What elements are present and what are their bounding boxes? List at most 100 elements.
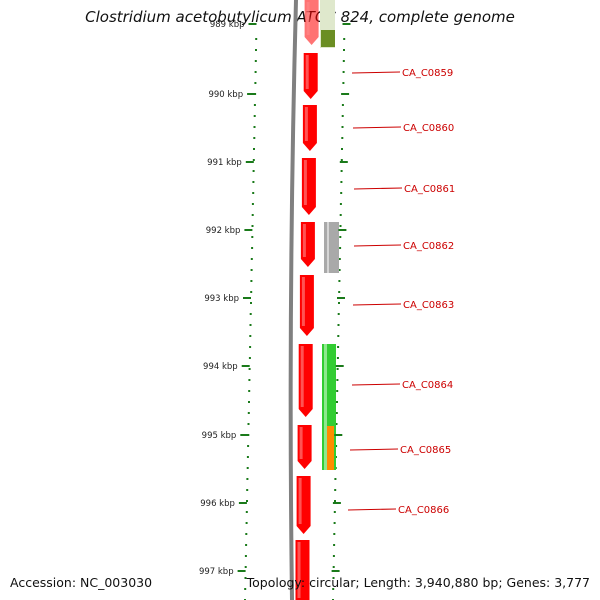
- tick-dot: [332, 566, 335, 568]
- tick-dot: [249, 324, 252, 326]
- scale-label: 989 kbp: [210, 20, 245, 30]
- gene-label: CA_C0866: [398, 505, 449, 516]
- tick-dot: [244, 588, 247, 590]
- tick-dot: [341, 137, 344, 139]
- tick-dot: [341, 104, 344, 106]
- tick-dot: [245, 544, 248, 546]
- tick-dot: [250, 269, 253, 271]
- tick-dot: [335, 412, 338, 414]
- tick-dot: [246, 456, 249, 458]
- tick-dot: [340, 170, 343, 172]
- scale-tick: [243, 297, 251, 299]
- tick-dot: [255, 38, 258, 40]
- scale-label: 996 kbp: [200, 499, 235, 509]
- tick-dot: [251, 236, 254, 238]
- tick-dot: [338, 291, 341, 293]
- tick-dot: [343, 38, 346, 40]
- tick-dot: [253, 115, 256, 117]
- tick-dot: [251, 214, 254, 216]
- tick-dot: [341, 148, 343, 150]
- tick-dot: [336, 401, 338, 403]
- tick-dot: [246, 467, 249, 469]
- tick-dot: [341, 115, 344, 117]
- scale-tick: [335, 365, 344, 367]
- tick-dot: [343, 49, 345, 51]
- tick-dot: [255, 49, 257, 51]
- tick-dot: [336, 357, 339, 359]
- tick-dot: [247, 423, 250, 425]
- gene-label: CA_C0860: [403, 123, 454, 134]
- tick-dot: [253, 137, 256, 139]
- tick-dot: [340, 181, 343, 183]
- tick-dot: [338, 269, 341, 271]
- cog-bar: [324, 222, 339, 273]
- accession-text: Accession: NC_003030: [10, 575, 153, 590]
- scale-label: 991 kbp: [207, 158, 242, 168]
- scale-label: 994 kbp: [203, 362, 238, 372]
- scale-tick: [244, 229, 253, 231]
- tick-dot: [251, 247, 254, 249]
- tick-dots-right: [332, 38, 346, 600]
- tick-dot: [337, 335, 340, 337]
- tick-dot: [335, 445, 338, 447]
- tick-dot: [248, 357, 251, 359]
- gene-label: CA_C0861: [404, 184, 455, 195]
- gene-highlight: [298, 478, 302, 524]
- gene-highlight: [299, 427, 303, 459]
- gene-label: CA_C0863: [403, 300, 454, 311]
- scale-tick: [331, 570, 340, 572]
- tick-dot: [248, 390, 251, 392]
- label-leader: [352, 126, 402, 129]
- tick-dot: [244, 555, 247, 557]
- gene-track: [295, 0, 319, 600]
- tick-dot: [246, 478, 249, 480]
- gene-label: CA_C0862: [403, 241, 454, 252]
- scale-tick: [338, 229, 347, 231]
- tick-dot: [332, 577, 335, 579]
- scale-tick: [247, 93, 256, 95]
- tick-dots-left: [244, 38, 258, 600]
- gene-labels: CA_C0859 CA_C0860 CA_C0861 CA_C0862 CA_C0863…: [347, 68, 455, 516]
- tick-dot: [333, 544, 336, 546]
- scale-ticks: 989 kbp 990 kbp 991 kbp 992 kbp 993 kbp 994 k…: [199, 20, 351, 577]
- tick-dot: [249, 335, 252, 337]
- scale-tick: [245, 161, 254, 163]
- tick-dot: [338, 258, 341, 260]
- tick-dot: [337, 313, 340, 315]
- gene-highlight: [300, 346, 304, 407]
- tick-dot: [340, 192, 343, 194]
- scale-label: 990 kbp: [208, 90, 243, 100]
- tick-dot: [339, 225, 342, 227]
- tick-dot: [253, 104, 256, 106]
- cog-highlight: [324, 344, 327, 470]
- gene-highlight: [306, 2, 310, 35]
- tick-dot: [248, 401, 250, 403]
- tick-dot: [336, 390, 339, 392]
- scale-label: 992 kbp: [206, 226, 241, 236]
- tick-dot: [339, 203, 342, 205]
- tick-dot: [254, 60, 257, 62]
- gene-label: CA_C0865: [400, 445, 451, 456]
- tick-dot: [341, 126, 344, 128]
- scale-tick: [339, 161, 348, 163]
- tick-dot: [253, 126, 256, 128]
- tick-dot: [335, 423, 338, 425]
- scale-tick: [341, 93, 350, 95]
- tick-dot: [336, 379, 339, 381]
- tick-dot: [342, 82, 345, 84]
- gene-label: CA_C0864: [402, 380, 453, 391]
- tick-dot: [247, 412, 250, 414]
- tick-dot: [340, 159, 343, 161]
- tick-dot: [251, 203, 254, 205]
- tick-dot: [334, 500, 336, 502]
- tick-dot: [334, 489, 337, 491]
- backbone-arc: [288, 0, 298, 600]
- tick-dot: [254, 82, 257, 84]
- tick-dot: [245, 533, 248, 535]
- label-leader: [349, 448, 399, 451]
- scale-label: 997 kbp: [199, 567, 234, 577]
- tick-dot: [246, 500, 248, 502]
- scale-label: 993 kbp: [204, 294, 239, 304]
- scale-tick: [240, 434, 249, 436]
